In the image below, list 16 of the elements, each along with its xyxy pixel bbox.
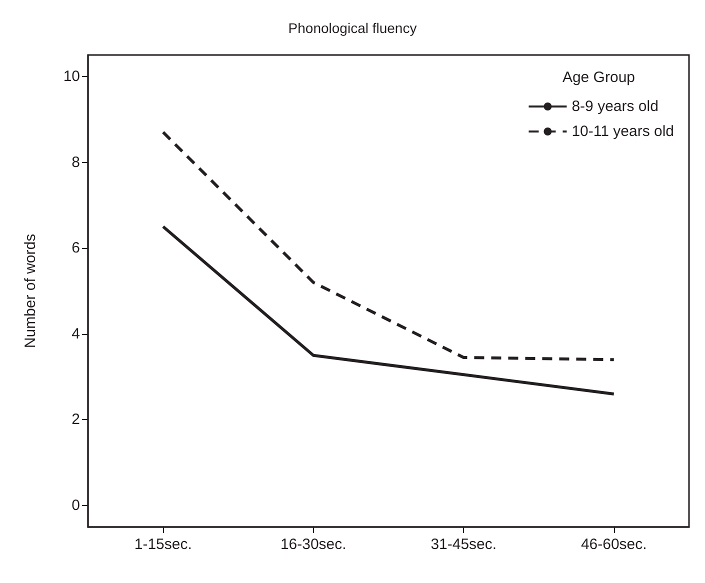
line-series <box>162 225 616 396</box>
legend-label: 8-9 years old <box>572 98 658 115</box>
y-tick-label: 0 <box>72 497 80 514</box>
y-tick-label: 2 <box>72 411 80 428</box>
x-tick-label: 16-30sec. <box>280 536 346 553</box>
x-tick-label: 46-60sec. <box>580 536 647 553</box>
y-tick-label: 6 <box>72 240 80 257</box>
x-tick-label: 31-45sec. <box>430 536 497 553</box>
legend-title: Age Group <box>562 69 635 86</box>
y-tick-label: 10 <box>63 68 80 85</box>
y-tick-label: 4 <box>72 325 80 342</box>
chart-title: Phonological fluency <box>288 20 417 36</box>
y-axis-title: Number of words <box>22 234 39 348</box>
y-tick-label: 8 <box>72 154 80 171</box>
x-tick-label: 1-15sec. <box>134 536 192 553</box>
legend-label: 10-11 years old <box>572 123 674 140</box>
